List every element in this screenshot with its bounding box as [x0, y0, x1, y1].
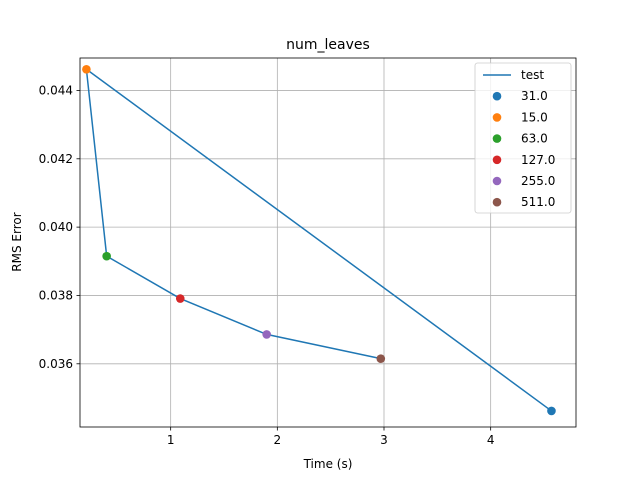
x-tick-label: 1 — [167, 433, 175, 447]
y-tick-label: 0.042 — [39, 152, 73, 166]
data-point-63-0 — [102, 251, 111, 261]
x-tick-label: 3 — [380, 433, 388, 447]
data-point-31-0 — [547, 406, 556, 416]
legend-frame — [474, 62, 572, 214]
x-axis-ticks: 1 2 3 4 — [167, 427, 495, 447]
data-points — [82, 64, 556, 416]
data-point-15-0 — [82, 64, 91, 74]
legend: test 31.0 15.0 63.0 127.0 255.0 511.0 — [474, 62, 572, 214]
y-axis-label: RMS Error — [10, 212, 24, 271]
y-tick-label: 0.036 — [39, 357, 73, 371]
legend-label: 255.0 — [521, 174, 555, 188]
legend-label: 15.0 — [521, 110, 548, 124]
plot-frame — [79, 57, 577, 428]
legend-label: 63.0 — [521, 132, 548, 146]
x-tick-label: 2 — [274, 433, 282, 447]
x-axis-label: Time (s) — [303, 457, 353, 471]
data-point-127-0 — [175, 294, 185, 303]
legend-marker — [492, 176, 502, 186]
data-point-511-0 — [376, 354, 386, 363]
y-tick-label: 0.044 — [39, 83, 73, 97]
y-tick-label: 0.038 — [39, 288, 73, 302]
series-line-test — [85, 67, 552, 412]
legend-marker — [492, 197, 502, 207]
data-point-255-0 — [262, 330, 271, 339]
x-tick-label: 4 — [487, 433, 495, 447]
legend-marker — [492, 91, 502, 101]
legend-marker — [492, 134, 502, 143]
y-axis-ticks: 0.036 0.038 0.040 0.042 0.044 — [39, 83, 80, 371]
legend-label: 127.0 — [521, 153, 555, 167]
chart-title: num_leaves — [286, 37, 370, 53]
legend-label-test: test — [521, 68, 544, 82]
legend-label: 511.0 — [521, 195, 555, 209]
legend-label: 31.0 — [521, 89, 548, 103]
legend-marker — [492, 113, 502, 122]
legend-marker — [492, 155, 502, 165]
y-tick-label: 0.040 — [39, 220, 73, 234]
data-series — [85, 67, 552, 412]
